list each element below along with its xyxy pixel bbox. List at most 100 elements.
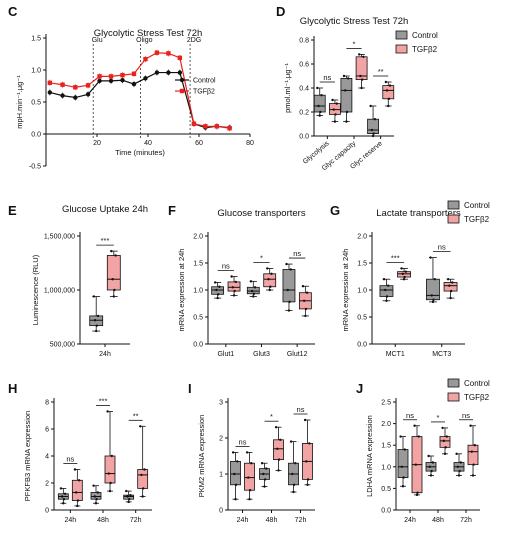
data-point [231, 286, 235, 289]
data-point [416, 491, 419, 494]
data-point [260, 462, 264, 465]
data-point-tgfb2 [191, 121, 197, 126]
data-point [129, 493, 132, 497]
data-point-tgfb2 [177, 55, 183, 61]
data-point [107, 472, 111, 475]
data-point [62, 502, 65, 505]
box-tgfb2 [382, 85, 395, 100]
panel-label: H [8, 381, 17, 396]
data-point [277, 469, 280, 472]
data-point [304, 307, 308, 311]
x-tick-label: 24h [99, 351, 111, 358]
data-point [401, 272, 405, 275]
data-point [442, 439, 445, 443]
legend-marker [179, 88, 185, 94]
data-point [252, 295, 255, 298]
data-point [335, 102, 338, 105]
data-point [96, 314, 100, 318]
marker-label: 2DG [187, 37, 201, 44]
data-point [253, 286, 257, 289]
data-point-tgfb2 [120, 72, 125, 78]
data-point [93, 319, 97, 322]
series-line-tgfb2 [49, 52, 230, 129]
data-point [234, 498, 237, 501]
data-point [429, 474, 433, 477]
y-tick-label: 0.0 [193, 342, 203, 349]
data-point [60, 495, 64, 498]
data-point-control [73, 95, 78, 100]
data-point [95, 324, 99, 327]
data-point [445, 435, 448, 438]
marker-label: Glu [92, 37, 103, 44]
significance-label: ns [323, 73, 331, 82]
significance-label: ns [293, 249, 301, 258]
data-point [73, 468, 77, 471]
data-point [270, 272, 273, 275]
y-tick-label: 0.0 [381, 508, 391, 515]
y-tick-label: 1,000,000 [44, 288, 75, 295]
data-point-tgfb2 [85, 83, 91, 88]
data-point [268, 288, 271, 292]
data-point-control [47, 90, 53, 95]
significance-label: ns [462, 411, 470, 420]
data-point [93, 495, 97, 498]
data-point-control [177, 70, 183, 75]
data-point-control [131, 81, 137, 87]
data-point [125, 489, 128, 493]
panel-J: J 0.0 0.5 1.0 1.5 2.0 2.5 LDHA mRNA expression 2… [356, 378, 490, 524]
y-axis-label: mRNA expression at 24h [341, 249, 350, 332]
data-point [441, 426, 444, 430]
y-tick-label: 0.6 [299, 62, 309, 69]
data-point [319, 110, 322, 114]
y-tick-label: 1.0 [31, 68, 41, 75]
data-point [112, 295, 116, 298]
y-tick-label: 0.5 [381, 486, 391, 493]
y-axis-label: Luminescence (RLU) [31, 254, 40, 325]
y-tick-label: 1.0 [381, 464, 391, 471]
data-point [234, 280, 238, 284]
y-tick-label: 0.5 [357, 315, 367, 322]
legend-swatch-control [447, 200, 460, 210]
data-point-control [97, 78, 102, 84]
data-point [332, 108, 335, 111]
panel-label: E [8, 203, 17, 218]
x-tick-label: 24h [64, 517, 76, 524]
significance-label: * [437, 413, 440, 422]
data-point [456, 465, 459, 468]
data-point [430, 469, 433, 473]
data-point [92, 295, 96, 298]
data-point-tgfb2 [131, 71, 137, 77]
y-axis-label: LDHA mRNA expression [365, 415, 374, 497]
data-point [231, 451, 235, 454]
data-point [316, 86, 319, 90]
significance-label: *** [101, 236, 110, 245]
box-tgfb2 [467, 444, 479, 466]
data-point-control [143, 76, 148, 81]
significance-label: ns [66, 455, 74, 464]
data-point [384, 80, 388, 84]
data-point [114, 254, 117, 257]
data-point [142, 487, 145, 490]
data-point [95, 329, 98, 333]
legend-swatch-tgfb2 [447, 214, 460, 224]
data-point [469, 424, 472, 427]
data-point [306, 478, 310, 481]
data-point [217, 293, 220, 296]
y-tick-label: 2.0 [193, 234, 203, 241]
data-point [473, 444, 476, 447]
data-point [431, 300, 435, 304]
data-point-control [60, 93, 65, 98]
data-point [274, 426, 278, 429]
data-point [108, 489, 112, 493]
data-point-control [120, 78, 125, 83]
legend-label-tgfb2: TGFβ2 [464, 215, 490, 224]
data-point [413, 424, 416, 427]
data-point [369, 104, 372, 108]
y-axis-label: mpH.min⁻¹.μg⁻¹ [15, 75, 24, 129]
data-point-tgfb2 [143, 56, 148, 62]
x-tick-label: 20 [93, 140, 101, 147]
box-control [379, 285, 394, 297]
data-point [230, 275, 233, 278]
data-point [459, 461, 462, 464]
